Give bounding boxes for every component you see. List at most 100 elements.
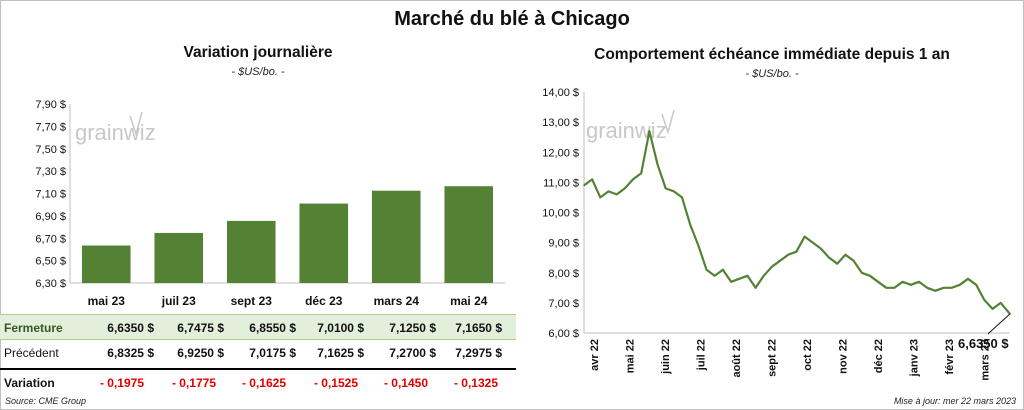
- variation-value: - 0,1450: [383, 376, 428, 390]
- previous-row-label: Précédent: [4, 346, 59, 360]
- x-tick-label: mars 23: [980, 339, 992, 381]
- x-tick-label: déc 23: [305, 294, 343, 308]
- data-point: [697, 244, 700, 247]
- y-tick-label: 14,00 $: [542, 87, 579, 99]
- data-point: [599, 196, 602, 199]
- previous-value: 7,2700 $: [389, 346, 436, 360]
- watermark: grainwiz: [586, 118, 667, 143]
- close-value: 6,7475 $: [177, 321, 224, 335]
- source-note: Source: CME Group: [5, 396, 87, 406]
- watermark-mark: [661, 109, 675, 135]
- y-tick-label: 6,00 $: [548, 328, 579, 340]
- y-tick-label: 7,90 $: [35, 99, 66, 111]
- data-point: [640, 172, 642, 175]
- x-tick-label: mai 23: [88, 294, 126, 308]
- series-line: [583, 130, 1011, 315]
- y-tick-label: 6,50 $: [35, 256, 66, 268]
- close-value: 7,0100 $: [317, 321, 364, 335]
- data-point: [746, 274, 749, 277]
- page-title: Marché du blé à Chicago: [394, 8, 630, 30]
- data-point: [607, 190, 610, 193]
- y-tick-label: 11,00 $: [543, 177, 579, 189]
- data-point: [754, 287, 757, 289]
- data-point: [877, 280, 879, 283]
- data-point: [681, 196, 683, 199]
- variation-value: - 0,1325: [453, 376, 498, 390]
- x-tick-label: juil 22: [696, 339, 708, 371]
- data-point: [885, 287, 888, 289]
- data-point: [926, 287, 928, 289]
- data-point: [762, 274, 765, 277]
- variation-value: - 0,1525: [313, 376, 358, 390]
- close-row: Fermeture 6,6350 $ 6,7475 $ 6,8550 $ 7,0…: [0, 314, 516, 340]
- data-point: [967, 277, 969, 280]
- x-tick-label: sept 23: [231, 294, 273, 308]
- variation-value: - 0,1975: [99, 376, 144, 390]
- bar: [81, 245, 131, 283]
- x-tick-label: juil 23: [161, 294, 196, 308]
- previous-value: 7,0175 $: [249, 346, 296, 360]
- x-tick-label: déc 22: [873, 339, 885, 373]
- data-point: [648, 130, 651, 132]
- y-tick-label: 6,30 $: [35, 278, 66, 290]
- data-point: [893, 287, 896, 289]
- data-point: [787, 253, 790, 256]
- watermark: grainwiz: [75, 120, 156, 145]
- x-tick-label: sept 22: [767, 339, 779, 377]
- data-point: [591, 178, 593, 181]
- line-chart-title: Comportement échéance immédiate depuis 1…: [594, 46, 950, 63]
- y-tick-label: 7,50 $: [35, 144, 66, 156]
- close-value: 7,1250 $: [389, 321, 436, 335]
- line-chart-subtitle: - $US/bo. -: [745, 68, 799, 80]
- bar-chart-subtitle: - $US/bo. -: [231, 66, 285, 78]
- last-value-label: 6,6350 $: [958, 336, 1009, 351]
- previous-value: 6,9250 $: [177, 346, 224, 360]
- data-point: [991, 308, 994, 310]
- x-tick-label: août 22: [731, 339, 743, 378]
- bar: [444, 186, 494, 283]
- previous-value: 6,8325 $: [107, 346, 154, 360]
- y-tick-label: 13,00 $: [542, 117, 579, 129]
- bar-chart: grainwiz 6,30 $ 6,50 $ 6,70 $ 6,90 $ 7,10 $ 7,…: [35, 99, 505, 308]
- data-point: [909, 284, 912, 286]
- data-point: [803, 235, 806, 238]
- data-point: [934, 290, 937, 292]
- y-tick-label: 7,70 $: [35, 121, 66, 133]
- previous-value: 7,1625 $: [317, 346, 364, 360]
- data-point: [779, 259, 781, 262]
- data-point: [999, 302, 1002, 304]
- data-point: [722, 268, 724, 271]
- data-point: [869, 274, 871, 277]
- y-tick-label: 10,00 $: [542, 208, 579, 220]
- data-point: [656, 163, 659, 166]
- variation-value: - 0,1775: [171, 376, 216, 390]
- data-point: [730, 280, 732, 283]
- y-tick-label: 8,00 $: [548, 268, 579, 280]
- data-point: [583, 184, 585, 187]
- data-point: [942, 287, 945, 289]
- y-tick-label: 12,00 $: [542, 147, 579, 159]
- y-tick-label: 9,00 $: [548, 238, 579, 250]
- data-point: [771, 265, 773, 268]
- data-point: [844, 253, 847, 256]
- data-point: [852, 259, 855, 262]
- y-tick-label: 7,10 $: [35, 189, 66, 201]
- data-point: [689, 223, 692, 226]
- data-point: [811, 241, 814, 244]
- data-point: [950, 287, 953, 289]
- bar: [154, 232, 204, 283]
- x-tick-label: juin 22: [660, 339, 672, 375]
- data-point: [738, 277, 741, 280]
- data-point: [713, 274, 716, 277]
- data-point: [673, 190, 675, 193]
- previous-value: 7,2975 $: [455, 346, 502, 360]
- variation-row-label: Variation: [4, 376, 55, 390]
- data-point: [959, 284, 961, 286]
- data-point: [983, 299, 986, 301]
- y-tick-label: 6,90 $: [35, 211, 66, 223]
- data-point: [705, 268, 708, 271]
- close-value: 6,6350 $: [107, 321, 154, 335]
- data-point: [632, 178, 634, 181]
- close-row-label: Fermeture: [4, 321, 63, 335]
